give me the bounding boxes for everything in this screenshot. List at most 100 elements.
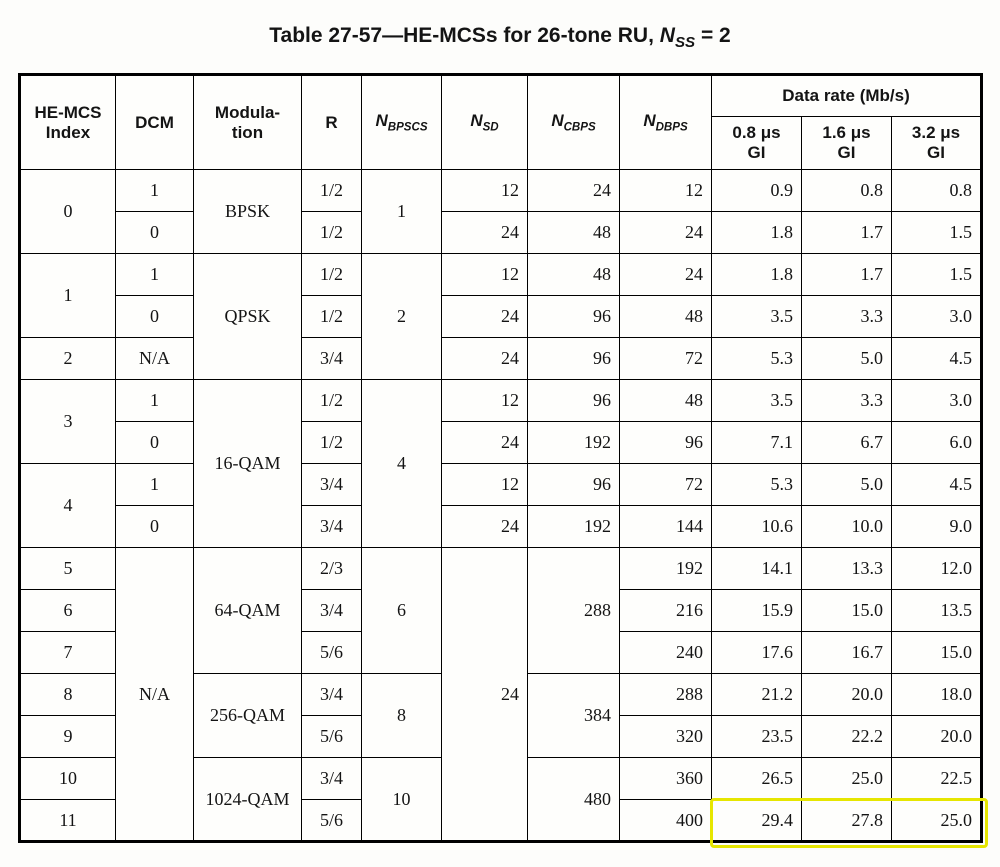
cell-d16: 1.7 [802,212,892,254]
cell-d08: 21.2 [712,674,802,716]
hdr-datarate-group: Data rate (Mb/s) [712,75,982,117]
table-row: 0 1 BPSK 1/2 1 12 24 12 0.9 0.8 0.8 [20,170,982,212]
cell-d16: 15.0 [802,590,892,632]
cell-ncbps: 48 [528,254,620,296]
cell-d32: 9.0 [892,506,982,548]
cell-modulation: BPSK [194,170,302,254]
table-row: 0 3/4 24 192 144 10.6 10.0 9.0 [20,506,982,548]
hdr-ncbps: NCBPS [528,75,620,170]
caption-sub: SS [675,34,695,51]
cell-r: 1/2 [302,212,362,254]
cell-d08: 17.6 [712,632,802,674]
cell-d08: 10.6 [712,506,802,548]
cell-d32: 15.0 [892,632,982,674]
cell-d16: 13.3 [802,548,892,590]
cell-d16: 0.8 [802,170,892,212]
cell-dcm: 0 [116,212,194,254]
cell-d32: 13.5 [892,590,982,632]
cell-ncbps: 384 [528,674,620,758]
cell-nbpscs: 2 [362,254,442,380]
cell-d32: 18.0 [892,674,982,716]
caption-suffix: = 2 [695,24,731,47]
cell-nbpscs: 4 [362,380,442,548]
cell-index: 9 [20,716,116,758]
cell-modulation: 64-QAM [194,548,302,674]
cell-nsd: 24 [442,422,528,464]
cell-d08: 1.8 [712,254,802,296]
table-row: 4 1 3/4 12 96 72 5.3 5.0 4.5 [20,464,982,506]
cell-ndbps: 320 [620,716,712,758]
cell-ncbps: 96 [528,464,620,506]
cell-d16: 5.0 [802,464,892,506]
table-row: 1 1 QPSK 1/2 2 12 48 24 1.8 1.7 1.5 [20,254,982,296]
hdr-index: HE-MCS Index [20,75,116,170]
cell-nsd: 24 [442,338,528,380]
table-head: HE-MCS Index DCM Modula- tion R NBPSCS N… [20,75,982,170]
cell-nsd: 12 [442,170,528,212]
cell-ndbps: 48 [620,296,712,338]
hdr-gi-32: 3.2 μsGI [892,117,982,170]
cell-r: 3/4 [302,758,362,800]
cell-dcm: 0 [116,506,194,548]
cell-ndbps: 72 [620,338,712,380]
cell-r: 1/2 [302,170,362,212]
cell-d32: 6.0 [892,422,982,464]
cell-d32: 1.5 [892,254,982,296]
cell-nsd: 12 [442,254,528,296]
cell-nsd: 24 [442,212,528,254]
cell-d16: 1.7 [802,254,892,296]
hdr-gi-16: 1.6 μsGI [802,117,892,170]
cell-ndbps: 48 [620,380,712,422]
cell-d16: 10.0 [802,506,892,548]
cell-d08: 15.9 [712,590,802,632]
cell-d16: 5.0 [802,338,892,380]
cell-modulation: 256-QAM [194,674,302,758]
cell-ndbps: 96 [620,422,712,464]
cell-ncbps: 48 [528,212,620,254]
cell-d08: 3.5 [712,380,802,422]
cell-d32: 3.0 [892,296,982,338]
table-row: 0 1/2 24 96 48 3.5 3.3 3.0 [20,296,982,338]
hdr-nsd: NSD [442,75,528,170]
cell-r: 3/4 [302,674,362,716]
cell-dcm: 1 [116,380,194,422]
cell-dcm: 1 [116,464,194,506]
table-row: 0 1/2 24 192 96 7.1 6.7 6.0 [20,422,982,464]
cell-dcm: 0 [116,422,194,464]
cell-d16: 22.2 [802,716,892,758]
hdr-modulation: Modula- tion [194,75,302,170]
table-row: 2 N/A 3/4 24 96 72 5.3 5.0 4.5 [20,338,982,380]
cell-ndbps: 400 [620,800,712,842]
cell-d32: 4.5 [892,464,982,506]
cell-ncbps: 192 [528,506,620,548]
cell-ndbps: 24 [620,254,712,296]
cell-r: 3/4 [302,506,362,548]
cell-r: 3/4 [302,590,362,632]
cell-d16: 3.3 [802,296,892,338]
cell-ndbps: 192 [620,548,712,590]
cell-d08: 7.1 [712,422,802,464]
cell-r: 1/2 [302,422,362,464]
cell-ncbps: 96 [528,296,620,338]
hdr-dcm: DCM [116,75,194,170]
cell-ndbps: 288 [620,674,712,716]
cell-modulation: 1024-QAM [194,758,302,842]
cell-index: 5 [20,548,116,590]
cell-ndbps: 12 [620,170,712,212]
cell-d08: 5.3 [712,464,802,506]
cell-nbpscs: 6 [362,548,442,674]
cell-ncbps: 288 [528,548,620,674]
cell-r: 2/3 [302,548,362,590]
cell-index: 0 [20,170,116,254]
cell-d32: 3.0 [892,380,982,422]
cell-index: 3 [20,380,116,464]
cell-d16: 6.7 [802,422,892,464]
cell-ncbps: 96 [528,338,620,380]
table-body: 0 1 BPSK 1/2 1 12 24 12 0.9 0.8 0.8 0 1/… [20,170,982,842]
cell-r: 5/6 [302,800,362,842]
cell-d08: 23.5 [712,716,802,758]
cell-ndbps: 24 [620,212,712,254]
mcs-table: HE-MCS Index DCM Modula- tion R NBPSCS N… [18,73,983,843]
cell-r: 1/2 [302,254,362,296]
cell-r: 1/2 [302,380,362,422]
